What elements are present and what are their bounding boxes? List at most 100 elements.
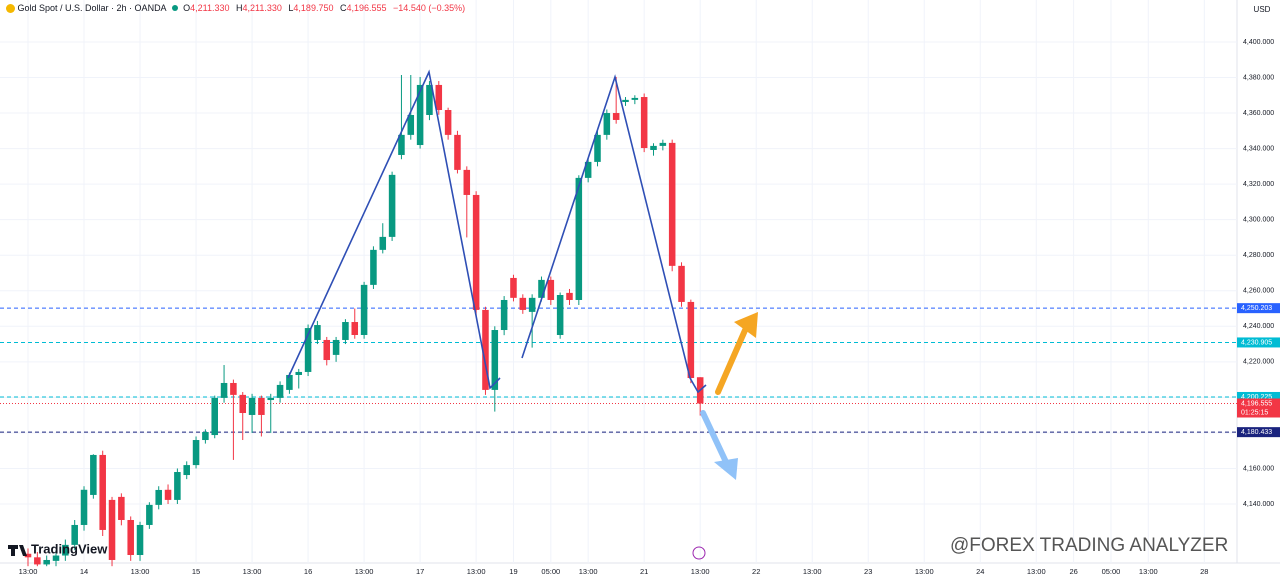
candle-body	[276, 384, 284, 398]
y-tick-label: 4,240.000	[1243, 323, 1274, 330]
candle-body	[24, 553, 32, 558]
level-tag	[1237, 337, 1280, 348]
candle-body	[34, 557, 41, 565]
countdown: 01:25:15	[1241, 409, 1268, 416]
candle-body	[192, 440, 200, 466]
candle-body	[304, 328, 312, 372]
symbol: Gold Spot / U.S. Dollar · 2h · OANDA	[17, 3, 167, 13]
x-tick-label: 19	[509, 567, 517, 576]
candle-body	[43, 559, 50, 565]
candle-body	[248, 397, 256, 415]
candle-body	[407, 114, 415, 135]
candle-body	[370, 249, 377, 285]
x-tick-label: 13:00	[131, 567, 150, 576]
x-tick-label: 13:00	[803, 567, 822, 576]
candle-body	[239, 394, 246, 414]
header: Gold Spot / U.S. Dollar · 2h · OANDA O4,…	[6, 3, 469, 14]
x-tick-label: 05:00	[1102, 567, 1121, 576]
candle-body	[388, 174, 396, 237]
candle-body	[127, 519, 134, 556]
levels	[0, 307, 1237, 433]
candle-body	[202, 432, 209, 441]
candle-body	[155, 489, 162, 505]
candle-body	[267, 397, 275, 401]
candle-body	[566, 292, 573, 300]
candle-body	[435, 84, 443, 111]
candle-body	[174, 472, 181, 500]
x-tick-label: 26	[1069, 567, 1077, 576]
x-tick-label: 15	[192, 567, 200, 576]
candle-body	[416, 84, 424, 146]
candle-body	[556, 295, 564, 335]
candle-body	[211, 397, 218, 436]
candle-body	[519, 297, 527, 310]
candle-body	[687, 301, 695, 378]
zigzag-1	[287, 69, 501, 390]
y-tick-label: 4,400.000	[1243, 39, 1274, 46]
level-tag	[1237, 391, 1280, 402]
candle-body	[500, 299, 508, 331]
candle-body	[342, 322, 349, 340]
level-label: 4,180.433	[1241, 429, 1272, 436]
candle-body	[258, 397, 265, 415]
candle-body	[332, 339, 340, 355]
x-tick-label: 17	[416, 567, 424, 576]
candle-body	[640, 97, 648, 149]
x-tick-label: 21	[640, 567, 648, 576]
y-tick-label: 4,380.000	[1243, 74, 1274, 81]
candle-body	[80, 489, 88, 525]
x-tick-label: 13:00	[579, 567, 598, 576]
y-tick-label: 4,280.000	[1243, 252, 1274, 259]
candle-body	[482, 309, 489, 390]
y-tick-label: 4,220.000	[1243, 359, 1274, 366]
x-tick-label: 13:00	[355, 567, 374, 576]
o-label: O	[183, 3, 191, 13]
candle-body	[538, 279, 545, 298]
brand: TradingView	[31, 541, 108, 556]
y-tick-label: 4,300.000	[1243, 216, 1274, 223]
candle-body	[594, 134, 601, 162]
last-price-tag	[1237, 398, 1280, 418]
candle-body	[454, 134, 461, 170]
candle-body	[603, 113, 611, 135]
level-tag	[1237, 427, 1280, 438]
candle-body	[622, 99, 629, 103]
open: 4,211.330	[190, 3, 230, 13]
axes: 4,140.0004,160.0004,180.0004,200.0004,22…	[19, 39, 1280, 576]
brand-logo: TradingView	[8, 541, 108, 556]
candle-body	[426, 84, 433, 115]
candle-body	[678, 265, 685, 302]
x-tick-label: 13:00	[691, 567, 710, 576]
candle-body	[472, 194, 480, 310]
x-tick-label: 13:00	[915, 567, 934, 576]
candle-body	[547, 279, 555, 300]
x-tick-label: 23	[864, 567, 872, 576]
candle-body	[164, 489, 172, 500]
y-tick-label: 4,320.000	[1243, 181, 1274, 188]
candle-body	[398, 134, 405, 155]
candle-body	[491, 330, 499, 390]
candle-body	[379, 236, 387, 250]
candle-body	[118, 496, 125, 520]
y-tick-label: 4,260.000	[1243, 288, 1274, 295]
candle-body	[90, 454, 97, 495]
candles	[24, 74, 704, 567]
candle-body	[444, 110, 452, 135]
candle-body	[230, 382, 237, 395]
low: 4,189.750	[293, 3, 334, 13]
candle-body	[146, 504, 153, 525]
candle-body	[136, 524, 144, 556]
candle-body	[99, 454, 106, 530]
candle-body	[351, 322, 359, 335]
candle-body	[52, 555, 60, 561]
candle-body	[659, 142, 667, 146]
arrow-up	[715, 312, 758, 395]
candle-body	[668, 142, 676, 266]
candle-body	[314, 325, 321, 340]
symbol-icon	[6, 4, 15, 14]
x-tick-label: 13:00	[467, 567, 486, 576]
c-label: C	[339, 3, 347, 13]
candle-body	[323, 339, 331, 361]
event-icon	[692, 546, 706, 560]
